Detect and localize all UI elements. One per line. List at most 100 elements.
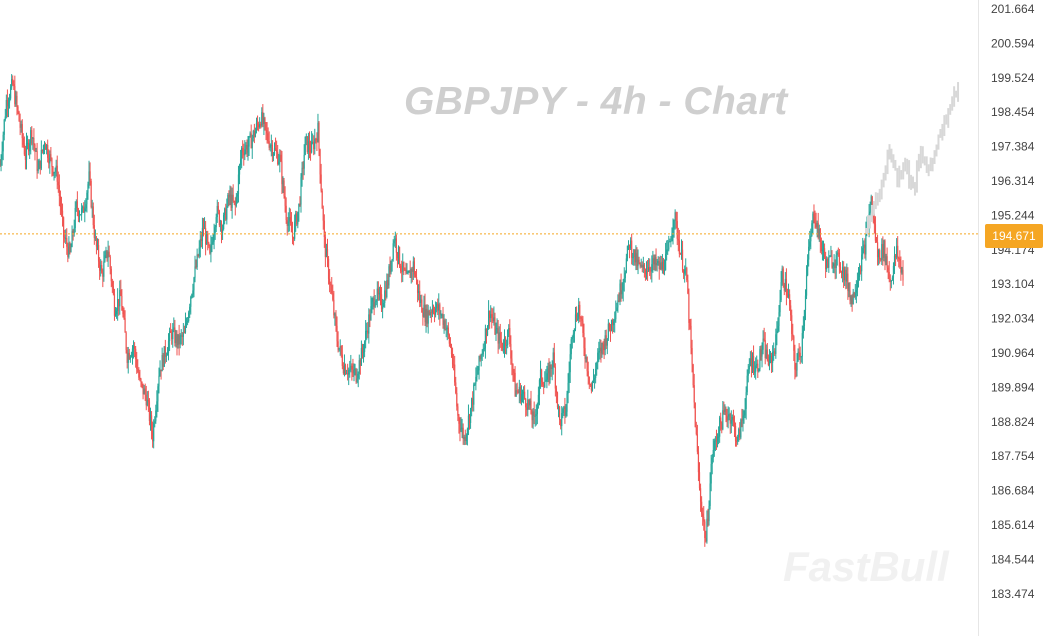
candle [481, 354, 482, 367]
candle [738, 428, 739, 442]
candle [134, 342, 135, 357]
candle [228, 190, 229, 206]
candle [403, 261, 404, 275]
y-tick-label: 197.384 [991, 140, 1035, 154]
candle [319, 149, 320, 184]
candle [138, 367, 139, 380]
candle [419, 280, 420, 307]
candle [492, 308, 493, 323]
candle [157, 384, 158, 412]
candle [883, 240, 884, 262]
candle [583, 324, 584, 356]
candle [875, 216, 876, 243]
candle [146, 386, 147, 410]
candle [269, 131, 270, 150]
candle [131, 352, 132, 358]
candle [365, 320, 366, 348]
candle [701, 496, 702, 517]
candle [562, 407, 563, 418]
candle [369, 309, 370, 327]
candle [861, 246, 862, 281]
candle [359, 355, 360, 380]
candle [587, 356, 588, 376]
candle [659, 257, 660, 280]
candle [644, 263, 645, 278]
candle [469, 414, 470, 430]
candle [47, 140, 48, 163]
candle [366, 323, 367, 340]
candle [46, 144, 47, 154]
candle [700, 484, 701, 512]
candle [764, 328, 765, 342]
candle [799, 343, 800, 360]
candle [794, 345, 795, 380]
candle [15, 91, 16, 107]
candle [67, 243, 68, 263]
candle [439, 303, 440, 326]
candle [899, 250, 900, 269]
candle [777, 317, 778, 333]
candle [730, 413, 731, 434]
candle [340, 339, 341, 356]
candle [890, 274, 891, 290]
candle [230, 186, 231, 211]
candle [456, 387, 457, 411]
candle [786, 268, 787, 305]
candle [559, 406, 560, 425]
candle [291, 212, 292, 232]
candle [14, 76, 15, 107]
candle [350, 355, 351, 372]
candle [422, 308, 423, 326]
candle [572, 335, 573, 348]
candle [205, 221, 206, 255]
candle [145, 384, 146, 401]
candle [339, 348, 340, 352]
candle [478, 356, 479, 380]
candle [830, 246, 831, 257]
candle [547, 363, 548, 382]
candle [322, 188, 323, 208]
candle [631, 234, 632, 265]
candle [714, 439, 715, 457]
candle [22, 119, 23, 147]
candle [753, 345, 754, 375]
candle [427, 304, 428, 327]
candle [337, 331, 338, 352]
candle [154, 416, 155, 427]
candle [675, 209, 676, 229]
candle [721, 421, 722, 433]
candle [113, 281, 114, 296]
candle [179, 325, 180, 356]
candle [141, 381, 142, 388]
candle [563, 406, 564, 416]
candle [374, 289, 375, 315]
candle [698, 446, 699, 481]
candle [726, 409, 727, 427]
candle [640, 262, 641, 268]
candle [4, 119, 5, 141]
y-tick-label: 185.614 [991, 518, 1035, 532]
candle [56, 160, 57, 177]
candle [810, 229, 811, 250]
candle [578, 298, 579, 323]
candle [155, 405, 156, 424]
y-tick-label: 183.474 [991, 587, 1035, 601]
candle [69, 242, 70, 255]
candle [412, 267, 413, 282]
candle [517, 383, 518, 395]
candle [574, 328, 575, 342]
candle [632, 253, 633, 265]
candle [592, 381, 593, 392]
candle [850, 295, 851, 307]
candle [626, 254, 627, 274]
candle [312, 133, 313, 144]
candle [597, 348, 598, 369]
candle [630, 237, 631, 250]
candle [318, 121, 319, 156]
candle [842, 261, 843, 283]
candle [857, 273, 858, 297]
candle [174, 320, 175, 347]
candle [470, 408, 471, 429]
candle [266, 122, 267, 144]
candle [628, 240, 629, 250]
